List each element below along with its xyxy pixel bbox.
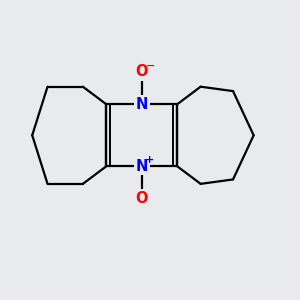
Text: O: O xyxy=(136,191,148,206)
Text: N: N xyxy=(136,97,148,112)
Text: −: − xyxy=(146,61,155,70)
Text: N: N xyxy=(136,159,148,174)
Text: +: + xyxy=(146,155,154,165)
Text: O: O xyxy=(136,64,148,80)
